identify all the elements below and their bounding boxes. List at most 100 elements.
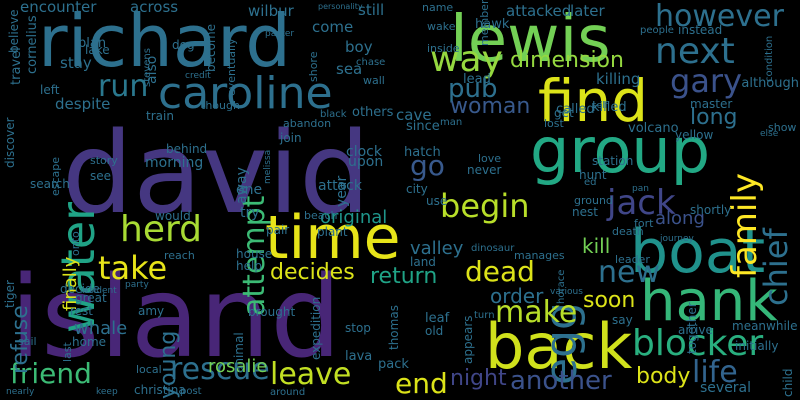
cloud-word-life: life [692,355,738,390]
cloud-word-shortly: shortly [690,203,732,217]
cloud-word-since: since [406,119,440,134]
cloud-word-body: body [636,364,691,389]
cloud-word-animal: animal [232,332,246,374]
cloud-word-morning: morning [145,155,204,171]
cloud-word-new: new [598,255,661,290]
cloud-word-love: love [478,152,502,165]
cloud-word-along: along [655,208,705,229]
cloud-word-encounter: encounter [20,0,97,16]
cloud-word-night: night [450,366,507,391]
cloud-word-member: member [478,0,491,47]
cloud-word-david: david [62,109,371,239]
cloud-word-chase: chase [356,57,386,68]
cloud-word-despite: despite [55,95,111,113]
cloud-word-group: group [530,114,711,187]
cloud-word-man: man [440,117,463,128]
cloud-word-journey: journey [660,234,694,244]
cloud-word-back: back [485,310,633,383]
cloud-word-left: left [40,83,60,97]
cloud-word-station: station [592,154,634,168]
cloud-word-would: would [155,209,191,223]
cloud-word-beach: beach [304,209,338,222]
cloud-word-various: various [550,287,583,297]
cloud-word-death: death [612,225,644,238]
cloud-word-sail: sail [18,335,37,348]
cloud-word-volcano: volcano [628,121,679,136]
cloud-word-hatch: hatch [404,145,441,160]
cloud-word-brought: brought [248,305,296,319]
cloud-word-post: post [180,386,202,397]
cloud-word-resident: resident [80,286,117,296]
cloud-word-nearly: nearly [6,387,35,397]
cloud-word-take: take [98,249,168,287]
cloud-word-old: old [425,324,444,338]
cloud-word-else: else [760,129,779,139]
cloud-word-lake: lake [85,43,110,57]
cloud-word-decides: decides [270,260,355,285]
cloud-word-make: make [495,295,578,330]
cloud-word-see: see [90,169,112,183]
cloud-word-plan: plan [78,36,107,51]
cloud-word-turn: turn [474,310,495,321]
cloud-word-woman: woman [450,94,531,119]
cloud-word-get: get [554,106,574,120]
cloud-word-inside: inside [427,42,460,55]
cloud-word-melissa: melissa [263,149,273,184]
cloud-word-arrive: arrive [678,323,713,337]
cloud-word-stop: stop [345,321,371,335]
cloud-word-rest: rest [70,304,94,318]
cloud-word-lava: lava [345,349,373,364]
cloud-word-meanwhile: meanwhile [732,319,798,333]
cloud-word-dog: dog [172,38,195,52]
cloud-word-rosalie: rosalie [208,356,268,377]
cloud-word-next: next [655,31,735,72]
cloud-word-abandon: abandon [283,117,332,130]
cloud-word-find: find [538,67,649,135]
cloud-word-cave: cave [396,106,432,124]
cloud-word-keep: keep [96,387,118,397]
cloud-word-amy: amy [138,304,165,318]
cloud-word-together: together [685,302,699,355]
cloud-word-another: another [510,366,612,396]
cloud-word-across: across [130,0,179,16]
cloud-word-expedition: expedition [309,297,323,361]
cloud-word-dimension: dimension [510,48,624,73]
cloud-word-local: local [136,363,162,376]
cloud-word-lead: lead [463,72,491,87]
cloud-word-black: black [320,109,347,120]
cloud-word-appears: appears [461,315,475,365]
cloud-word-wake: wake [427,20,456,33]
cloud-word-instead: instead [678,23,723,37]
cloud-word-personality: personality [318,2,363,11]
cloud-word-try: try [240,205,260,221]
cloud-word-last: last [61,342,74,363]
cloud-word-one: one [236,182,263,198]
cloud-word-sea: sea [336,60,363,78]
cloud-word-party: party [125,280,149,290]
cloud-word-whale: whale [74,318,128,339]
cloud-word-dinosaur: dinosaur [471,243,515,254]
cloud-word-way: way [430,39,503,80]
cloud-word-stevens: stevens [142,48,153,87]
cloud-word-though: though [201,99,240,112]
cloud-word-nest: nest [572,205,598,219]
cloud-word-plant: plant [317,225,348,239]
cloud-word-pair: pair [266,223,290,237]
cloud-word-leave: leave [270,357,352,392]
cloud-word-killing: killing [596,70,641,88]
cloud-word-eventually: eventually [225,38,238,97]
cloud-word-yellow: yellow [675,128,714,142]
cloud-word-jack: jack [607,183,676,223]
cloud-word-wilbur: wilbur [248,2,294,20]
cloud-word-time: time [265,203,401,273]
cloud-word-join: join [280,131,302,145]
cloud-word-initially: initially [735,339,779,353]
cloud-word-boat: boat [630,217,766,287]
cloud-word-self: self [592,101,608,111]
cloud-word-although: although [741,76,799,91]
cloud-word-decide: decide [60,282,100,296]
cloud-word-discover: discover [3,117,17,169]
cloud-word-people: people [640,25,674,36]
cloud-word-pack: pack [378,357,409,372]
